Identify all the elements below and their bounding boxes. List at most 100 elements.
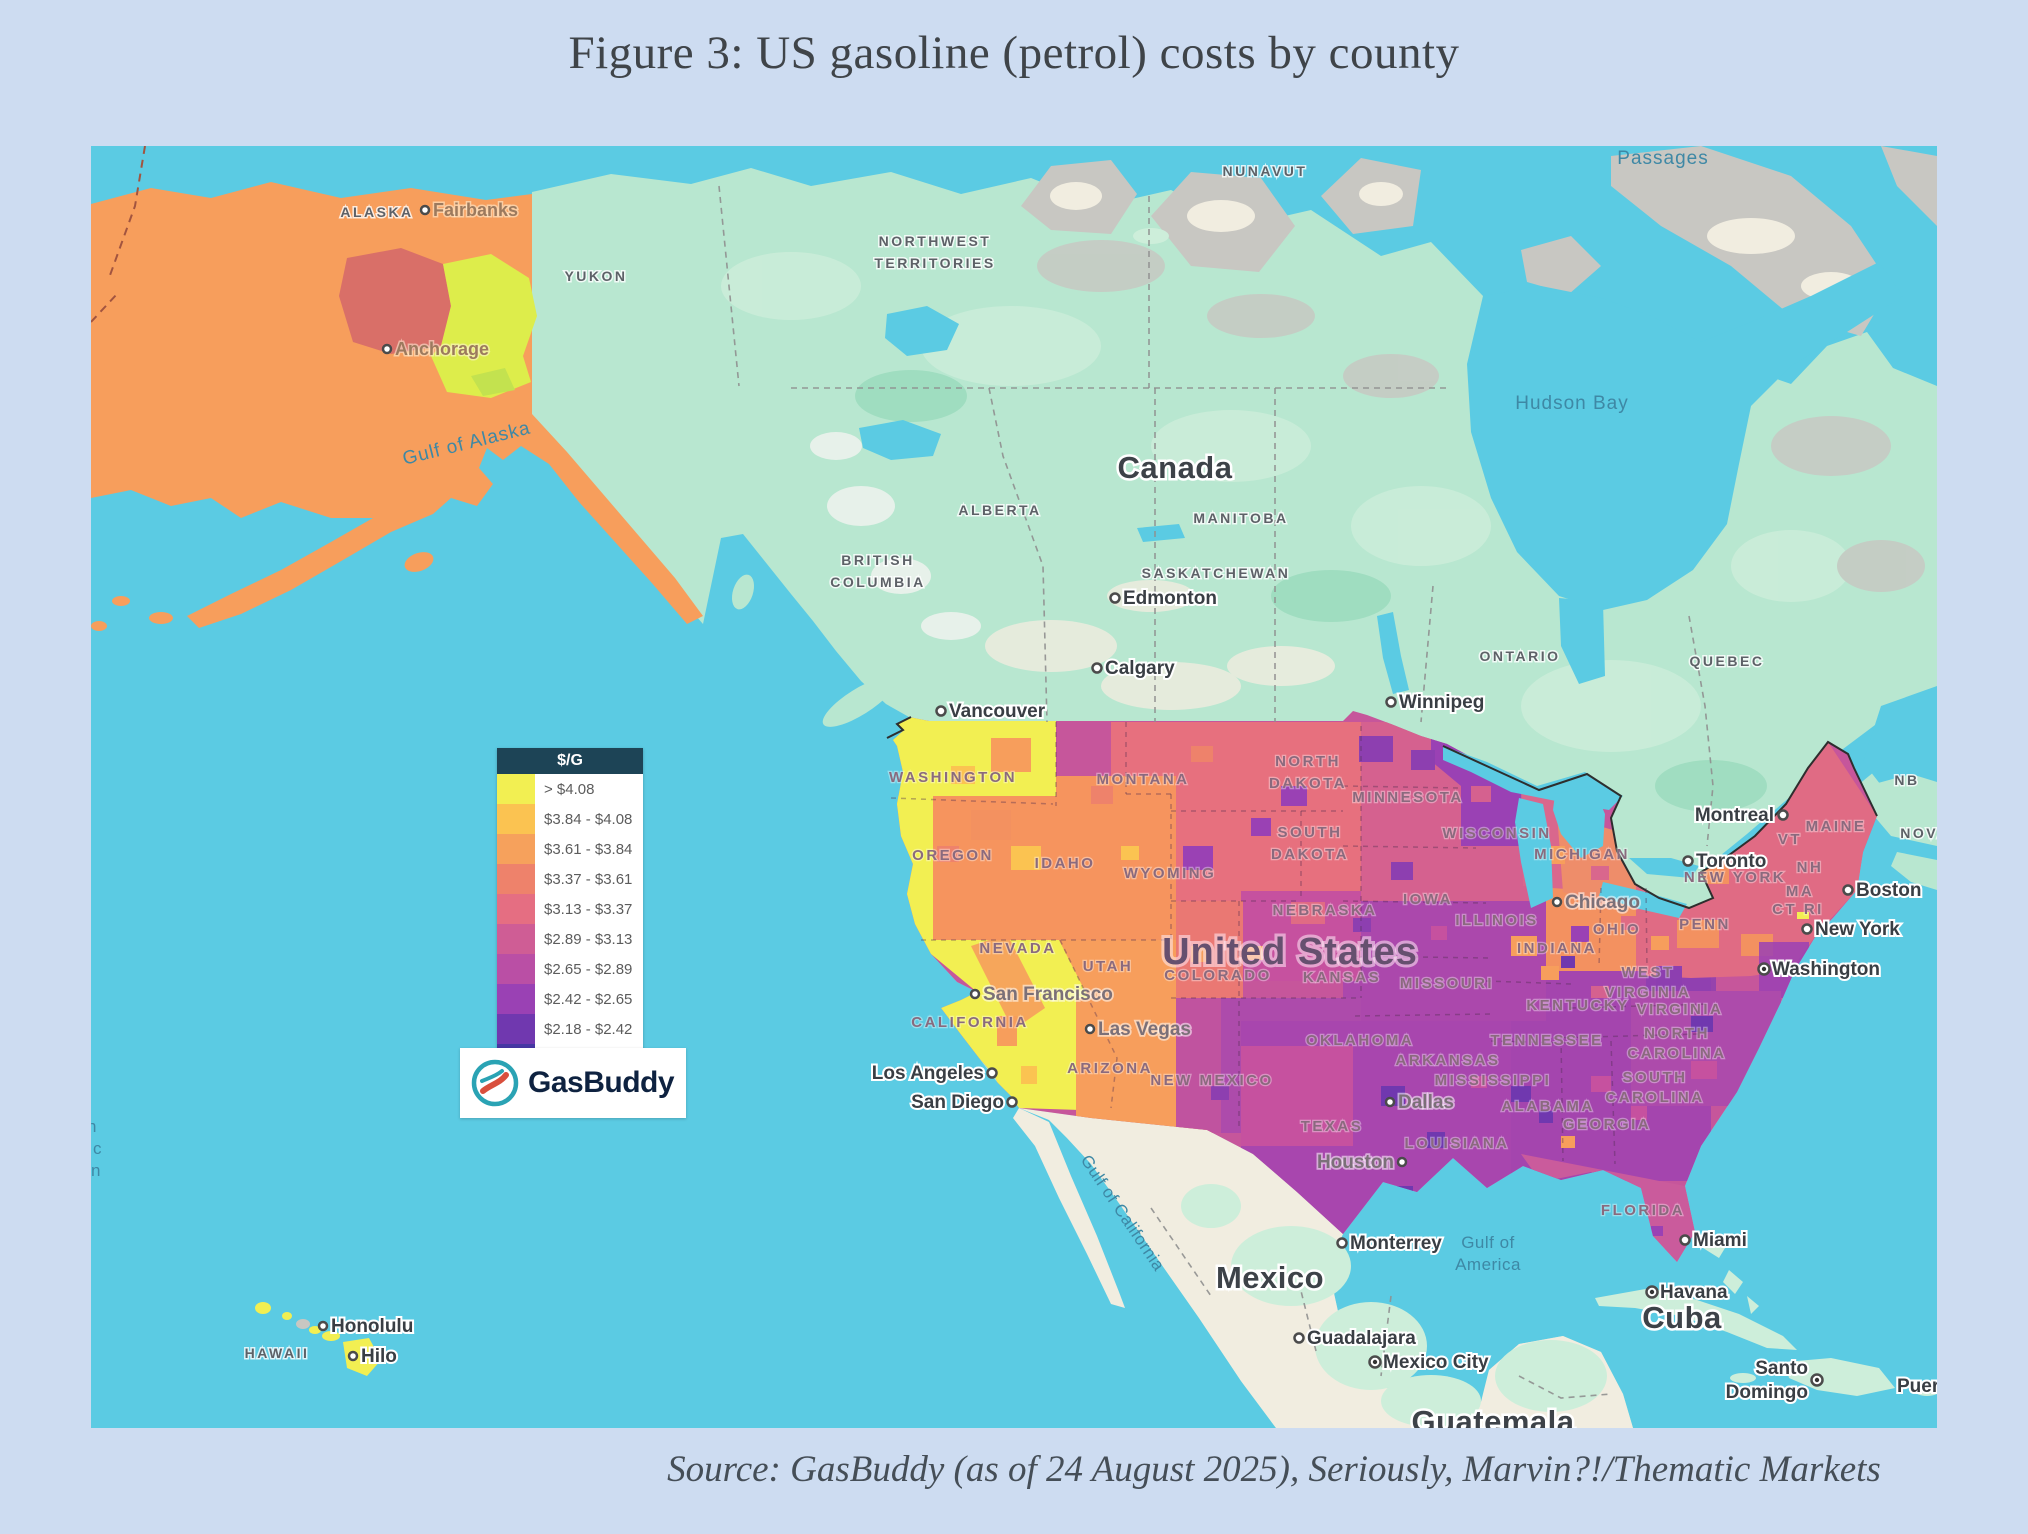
legend-row: $2.42 - $2.65: [497, 984, 643, 1014]
marker-hilo[interactable]: [347, 1350, 359, 1362]
label-north-carolina-2: CAROLINA: [1627, 1045, 1726, 1062]
label-nh: NH: [1797, 859, 1824, 876]
marker-honolulu[interactable]: [317, 1320, 329, 1332]
city-guadalajara: Guadalajara: [1307, 1328, 1416, 1349]
label-alabama: ALABAMA: [1501, 1098, 1594, 1115]
hawaii-islands: [255, 1302, 381, 1376]
map-canvas[interactable]: Passages Hudson Bay Gulf of Alaska Gulf …: [91, 146, 1937, 1428]
label-alberta: ALBERTA: [958, 502, 1041, 518]
city-edmonton: Edmonton: [1123, 588, 1217, 609]
alaska-yellow-green-patch: [471, 368, 515, 396]
label-guatemala: Guatemala: [1411, 1404, 1574, 1428]
city-toronto: Toronto: [1696, 851, 1766, 872]
marker-montreal[interactable]: [1777, 809, 1789, 821]
legend-row: $2.65 - $2.89: [497, 954, 643, 984]
label-maine: MAINE: [1806, 818, 1867, 835]
label-penn: PENN: [1679, 916, 1731, 933]
mexico-landmass: [1013, 1108, 1633, 1428]
marker-fairbanks[interactable]: [419, 204, 431, 216]
legend-row: > $4.08: [497, 774, 643, 804]
label-kansas: KANSAS: [1303, 969, 1381, 986]
marker-guadalajara[interactable]: [1293, 1332, 1305, 1344]
label-idaho: IDAHO: [1035, 855, 1096, 872]
label-west-virginia-2: VIRGINIA: [1605, 984, 1692, 1001]
legend-swatch: [497, 894, 535, 924]
patch-penn-1: [1677, 920, 1719, 948]
map-svg: Passages Hudson Bay Gulf of Alaska Gulf …: [91, 146, 1937, 1428]
label-ma: MA: [1786, 883, 1814, 900]
city-montreal: Montreal: [1695, 805, 1774, 826]
label-virginia: VIRGINIA: [1637, 1001, 1724, 1018]
legend-swatch: [497, 954, 535, 984]
label-kentucky: KENTUCKY: [1526, 997, 1629, 1014]
marker-edmonton[interactable]: [1109, 592, 1121, 604]
alaska-yellow-patch: [431, 254, 537, 398]
city-san-francisco: San Francisco: [983, 984, 1113, 1005]
marker-houston[interactable]: [1396, 1156, 1408, 1168]
city-honolulu: Honolulu: [331, 1316, 413, 1337]
alaska-high-mid-patch: [339, 248, 451, 354]
us-canada-border-west: [886, 716, 912, 739]
marker-monterrey[interactable]: [1336, 1237, 1348, 1249]
city-houston: Houston: [1317, 1152, 1394, 1173]
inland-water: [859, 262, 1903, 918]
alaska: [91, 182, 703, 631]
legend-swatch: [497, 864, 535, 894]
legend-label: $2.65 - $2.89: [544, 960, 633, 978]
marker-boston[interactable]: [1842, 884, 1854, 896]
lake-winnipeg: [1377, 612, 1409, 694]
caribbean-islands: [1595, 1238, 1937, 1396]
marker-chicago[interactable]: [1551, 896, 1563, 908]
legend-label: > $4.08: [544, 780, 595, 798]
city-monterrey: Monterrey: [1350, 1233, 1442, 1254]
marker-new-york[interactable]: [1801, 923, 1813, 935]
gasbuddy-logo-icon: [471, 1059, 519, 1107]
marker-winnipeg[interactable]: [1385, 696, 1397, 708]
marker-las-vegas[interactable]: [1084, 1023, 1096, 1035]
marker-santo-domingo-inner: [1814, 1377, 1820, 1383]
label-ontario: ONTARIO: [1479, 648, 1560, 664]
city-chicago: Chicago: [1565, 892, 1640, 913]
marker-dallas[interactable]: [1384, 1096, 1396, 1108]
city-washington-dc: Washington: [1772, 959, 1880, 980]
legend-label: $3.13 - $3.37: [544, 900, 633, 918]
region-central: [1343, 901, 1571, 1021]
legend-swatch: [497, 804, 535, 834]
price-legend: $/G > $4.08 $3.84 - $4.08 $3.61 - $3.84 …: [497, 748, 643, 1074]
legend-label: $3.37 - $3.61: [544, 870, 633, 888]
label-utah: UTAH: [1083, 958, 1134, 975]
legend-row: $3.84 - $4.08: [497, 804, 643, 834]
label-nunavut: NUNAVUT: [1223, 163, 1308, 179]
label-iowa: IOWA: [1403, 891, 1453, 908]
city-san-diego: San Diego: [911, 1092, 1004, 1113]
label-arizona: ARIZONA: [1067, 1060, 1153, 1077]
city-new-york: New York: [1815, 919, 1900, 940]
marker-toronto[interactable]: [1682, 855, 1694, 867]
city-vancouver: Vancouver: [949, 701, 1046, 722]
label-colorado: COLORADO: [1164, 967, 1272, 984]
city-dallas: Dallas: [1398, 1092, 1454, 1113]
haida-gwaii: [731, 574, 755, 610]
label-edge-fragment-3: n: [91, 1161, 101, 1180]
label-ohio: OHIO: [1593, 921, 1641, 938]
marker-san-francisco[interactable]: [969, 988, 981, 1000]
marker-vancouver[interactable]: [935, 705, 947, 717]
label-oklahoma: OKLAHOMA: [1306, 1032, 1414, 1049]
label-yukon: YUKON: [564, 268, 627, 284]
lake-erie: [1599, 882, 1687, 918]
marker-los-angeles[interactable]: [986, 1067, 998, 1079]
marker-havana-inner: [1649, 1289, 1655, 1295]
label-new-mexico: NEW MEXICO: [1150, 1072, 1273, 1089]
marker-miami[interactable]: [1679, 1234, 1691, 1246]
canada-terrain-texture: [721, 240, 1925, 812]
marker-calgary[interactable]: [1091, 662, 1103, 674]
legend-swatch: [497, 774, 535, 804]
marker-san-diego[interactable]: [1006, 1096, 1018, 1108]
legend-row: $3.13 - $3.37: [497, 894, 643, 924]
marker-washington-dc-inner: [1761, 966, 1767, 972]
marker-anchorage[interactable]: [381, 343, 393, 355]
legend-header: $/G: [497, 748, 643, 774]
label-wyoming: WYOMING: [1124, 865, 1217, 882]
label-washington-state: WASHINGTON: [889, 769, 1017, 786]
